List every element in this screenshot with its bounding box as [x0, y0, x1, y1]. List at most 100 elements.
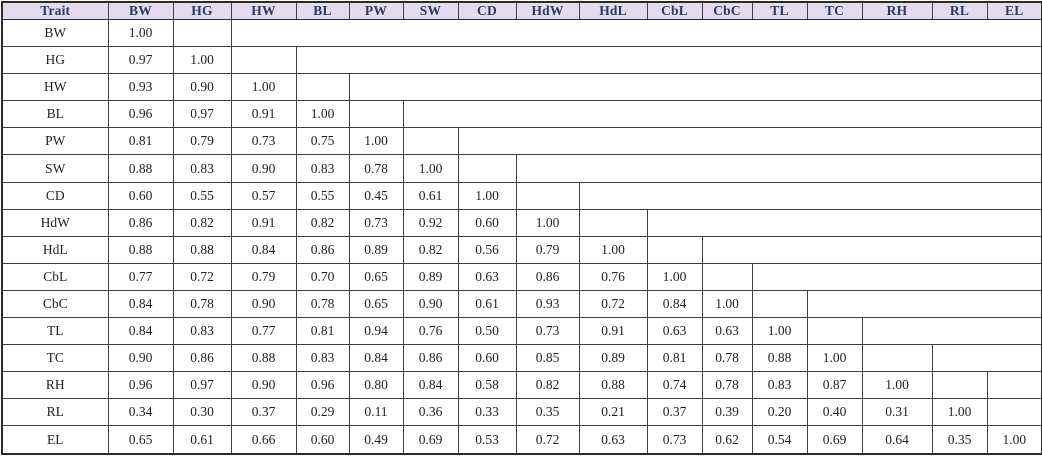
row-header-cbl: CbL: [1, 262, 109, 291]
correlation-cell: 1.00: [806, 344, 863, 373]
correlation-cell: 0.84: [646, 289, 703, 319]
correlation-cell: 0.78: [348, 154, 404, 183]
correlation-cell: 1.00: [515, 208, 580, 237]
correlation-cell: 0.76: [578, 262, 648, 291]
correlation-cell: 0.87: [806, 371, 863, 400]
correlation-cell: 0.97: [172, 371, 232, 400]
empty-cell: [348, 100, 404, 129]
column-header-rl: RL: [931, 1, 988, 20]
correlation-cell: 0.74: [646, 371, 703, 400]
empty-cell: [986, 398, 1042, 427]
empty-cell: [751, 289, 808, 319]
correlation-cell: 0.40: [806, 398, 863, 427]
row-header-hdl: HdL: [1, 235, 109, 264]
table-row: CD 0.60 0.55 0.57 0.55 0.45 0.61 1.00: [1, 181, 1042, 210]
column-header-rh: RH: [861, 1, 933, 20]
correlation-cell: 0.84: [348, 344, 404, 373]
empty-cell: [230, 46, 297, 75]
blank-region: [402, 100, 1042, 129]
correlation-cell: 0.65: [348, 289, 404, 319]
correlation-cell: 0.62: [701, 425, 753, 455]
correlation-cell: 0.63: [578, 425, 648, 455]
correlation-cell: 0.77: [230, 317, 297, 346]
correlation-cell: 0.63: [701, 317, 753, 346]
correlation-cell: 0.76: [402, 317, 459, 346]
table-row: HG 0.97 1.00: [1, 46, 1042, 75]
correlation-cell: 0.79: [172, 127, 232, 156]
blank-region: [295, 46, 1042, 75]
row-header-tc: TC: [1, 344, 109, 373]
correlation-cell: 0.78: [701, 344, 753, 373]
correlation-cell: 0.81: [107, 127, 174, 156]
correlation-cell: 0.60: [457, 344, 517, 373]
row-header-bw: BW: [1, 18, 109, 48]
correlation-cell: 0.35: [931, 425, 988, 455]
correlation-cell: 0.75: [295, 127, 350, 156]
empty-cell: [515, 181, 580, 210]
correlation-cell: 1.00: [578, 235, 648, 264]
correlation-cell: 0.94: [348, 317, 404, 346]
blank-region: [701, 235, 1042, 264]
table-row: HW 0.93 0.90 1.00: [1, 73, 1042, 102]
table-row: CbL 0.77 0.72 0.79 0.70 0.65 0.89 0.63 0.86 0.76 1…: [1, 262, 1042, 291]
correlation-cell: 0.86: [515, 262, 580, 291]
correlation-cell: 0.55: [172, 181, 232, 210]
correlation-cell: 0.81: [646, 344, 703, 373]
empty-cell: [806, 317, 863, 346]
correlation-cell: 0.65: [348, 262, 404, 291]
correlation-cell: 0.66: [230, 425, 297, 455]
correlation-cell: 0.64: [861, 425, 933, 455]
correlation-cell: 0.78: [295, 289, 350, 319]
blank-region: [861, 317, 1042, 346]
correlation-cell: 0.90: [230, 289, 297, 319]
correlation-cell: 0.89: [402, 262, 459, 291]
column-header-hdw: HdW: [515, 1, 580, 20]
table-row: RH 0.96 0.97 0.90 0.96 0.80 0.84 0.58 0.82 0.88 0.…: [1, 371, 1042, 400]
correlation-cell: 0.78: [701, 371, 753, 400]
correlation-cell: 1.00: [295, 100, 350, 129]
blank-region: [646, 208, 1042, 237]
correlation-cell: 0.90: [230, 371, 297, 400]
row-header-rh: RH: [1, 371, 109, 400]
table-row: RL 0.34 0.30 0.37 0.29 0.11 0.36 0.33 0.35 0.21 0.…: [1, 398, 1042, 427]
correlation-cell: 0.73: [515, 317, 580, 346]
correlation-cell: 0.45: [348, 181, 404, 210]
correlation-cell: 0.37: [646, 398, 703, 427]
correlation-cell: 0.86: [172, 344, 232, 373]
row-header-pw: PW: [1, 127, 109, 156]
correlation-cell: 0.83: [295, 344, 350, 373]
empty-cell: [931, 371, 988, 400]
correlation-cell: 0.96: [295, 371, 350, 400]
correlation-cell: 0.70: [295, 262, 350, 291]
correlation-cell: 0.80: [348, 371, 404, 400]
row-header-bl: BL: [1, 100, 109, 129]
correlation-cell: 0.60: [107, 181, 174, 210]
column-header-hdl: HdL: [578, 1, 648, 20]
correlation-cell: 0.61: [457, 289, 517, 319]
row-header-rl: RL: [1, 398, 109, 427]
empty-cell: [402, 127, 459, 156]
row-header-tl: TL: [1, 317, 109, 346]
correlation-cell: 0.91: [230, 208, 297, 237]
correlation-cell: 0.83: [295, 154, 350, 183]
correlation-cell: 0.79: [230, 262, 297, 291]
correlation-cell: 0.60: [457, 208, 517, 237]
column-header-hg: HG: [172, 1, 232, 20]
correlation-cell: 1.00: [646, 262, 703, 291]
correlation-cell: 1.00: [402, 154, 459, 183]
blank-region: [457, 127, 1042, 156]
correlation-cell: 0.82: [172, 208, 232, 237]
empty-cell: [578, 208, 648, 237]
column-header-trait: Trait: [1, 1, 109, 20]
correlation-cell: 0.91: [578, 317, 648, 346]
blank-region: [931, 344, 1042, 373]
correlation-cell: 0.72: [172, 262, 232, 291]
correlation-cell: 0.88: [578, 371, 648, 400]
correlation-cell: 0.63: [646, 317, 703, 346]
correlation-cell: 0.84: [107, 317, 174, 346]
correlation-cell: 0.90: [402, 289, 459, 319]
correlation-cell: 0.31: [861, 398, 933, 427]
correlation-cell: 1.00: [230, 73, 297, 102]
table-row: BL 0.96 0.97 0.91 1.00: [1, 100, 1042, 129]
correlation-cell: 0.77: [107, 262, 174, 291]
